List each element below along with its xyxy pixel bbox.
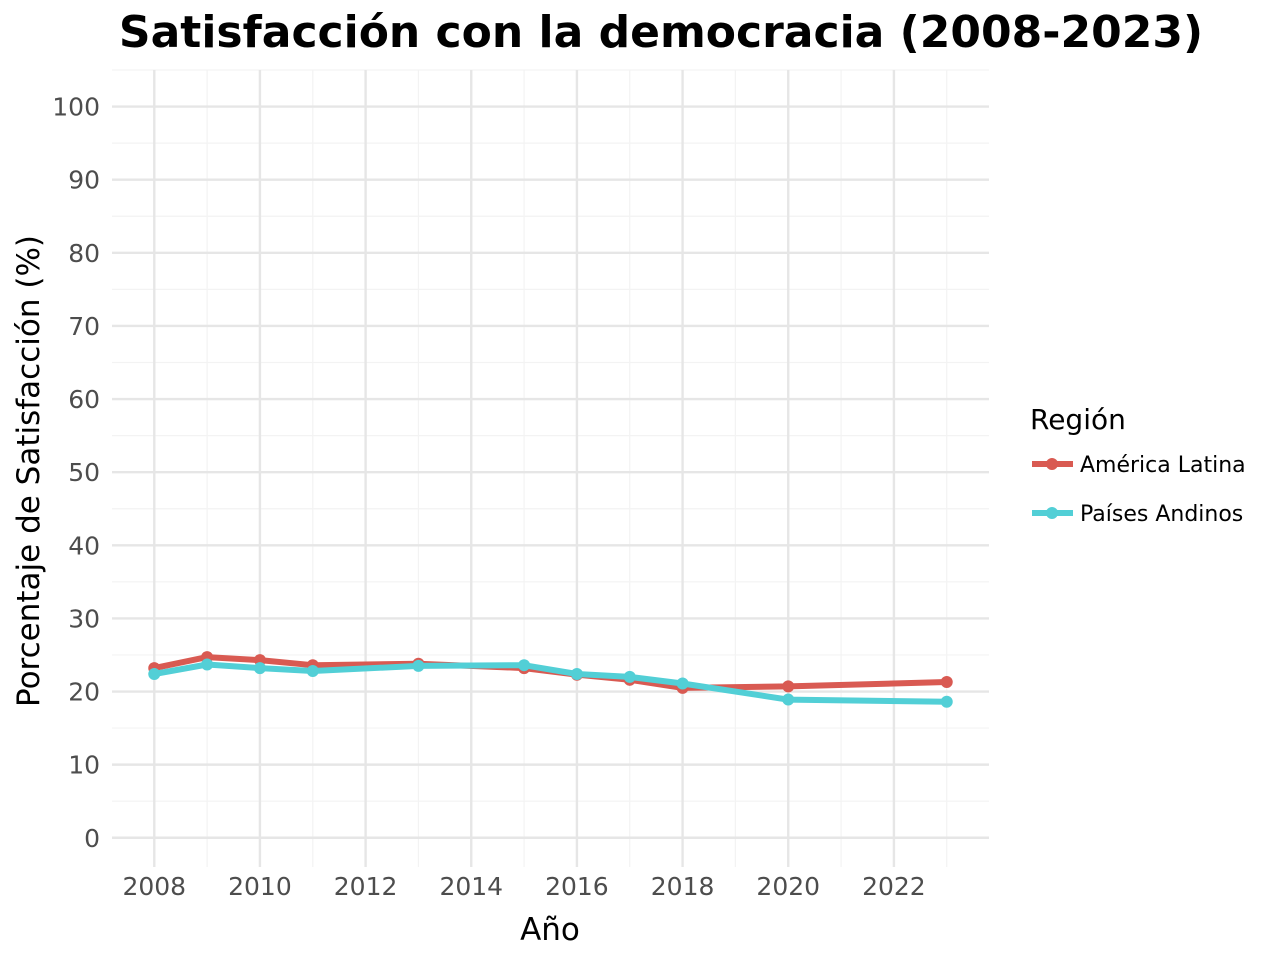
x-axis-ticks: 2008 2010 2012 2014 2016 2018 2020 2022 bbox=[122, 872, 925, 901]
data-point-paises-andinos-2017 bbox=[623, 670, 636, 683]
data-point-paises-andinos-2011 bbox=[306, 665, 319, 678]
x-tick-label-2008: 2008 bbox=[122, 872, 186, 901]
y-tick-label-70: 70 bbox=[68, 312, 100, 341]
data-point-paises-andinos-2009 bbox=[201, 658, 214, 671]
legend-label-paises-andinos: Países Andinos bbox=[1080, 502, 1243, 527]
y-tick-label-0: 0 bbox=[84, 824, 100, 853]
legend-items: América Latina Países Andinos bbox=[1032, 453, 1246, 527]
minor-gridlines bbox=[112, 69, 989, 867]
data-point-america-latina-2023 bbox=[940, 676, 953, 689]
x-tick-label-2010: 2010 bbox=[228, 872, 292, 901]
y-tick-label-40: 40 bbox=[68, 531, 100, 560]
legend-key-point bbox=[1046, 507, 1058, 519]
legend: Región América Latina Países Andinos bbox=[1030, 403, 1246, 527]
y-tick-label-50: 50 bbox=[68, 458, 100, 487]
x-tick-label-2016: 2016 bbox=[545, 872, 609, 901]
legend-key-point bbox=[1046, 458, 1058, 470]
y-tick-label-60: 60 bbox=[68, 385, 100, 414]
x-tick-label-2012: 2012 bbox=[334, 872, 398, 901]
y-axis-title: Porcentaje de Satisfacción (%) bbox=[11, 235, 47, 707]
y-tick-label-100: 100 bbox=[52, 93, 100, 122]
y-tick-label-90: 90 bbox=[68, 166, 100, 195]
legend-label-america-latina: América Latina bbox=[1080, 453, 1246, 478]
data-point-paises-andinos-2023 bbox=[940, 695, 953, 708]
series-paises-andinos bbox=[148, 658, 953, 708]
data-point-paises-andinos-2016 bbox=[570, 667, 583, 680]
data-point-paises-andinos-2013 bbox=[412, 659, 425, 672]
data-point-paises-andinos-2018 bbox=[676, 677, 689, 690]
data-point-paises-andinos-2010 bbox=[253, 662, 266, 675]
y-tick-label-80: 80 bbox=[68, 239, 100, 268]
major-gridlines bbox=[112, 70, 989, 867]
y-tick-label-30: 30 bbox=[68, 604, 100, 633]
data-point-paises-andinos-2015 bbox=[518, 659, 531, 672]
x-axis-title: Año bbox=[520, 912, 580, 948]
x-tick-label-2022: 2022 bbox=[862, 872, 926, 901]
data-point-america-latina-2020 bbox=[782, 680, 795, 693]
y-tick-label-20: 20 bbox=[68, 678, 100, 707]
legend-item-america-latina: América Latina bbox=[1032, 453, 1246, 478]
x-tick-label-2014: 2014 bbox=[439, 872, 503, 901]
x-tick-label-2020: 2020 bbox=[756, 872, 820, 901]
data-point-paises-andinos-2008 bbox=[148, 667, 161, 680]
y-axis-ticks: 0 10 20 30 40 50 60 70 80 90 100 bbox=[52, 93, 100, 853]
y-tick-label-10: 10 bbox=[68, 751, 100, 780]
data-point-paises-andinos-2020 bbox=[782, 693, 795, 706]
legend-item-paises-andinos: Países Andinos bbox=[1032, 502, 1243, 527]
chart-title: Satisfacción con la democracia (2008-202… bbox=[119, 7, 1203, 58]
x-tick-label-2018: 2018 bbox=[651, 872, 715, 901]
series-layer bbox=[148, 651, 953, 708]
legend-title: Región bbox=[1030, 403, 1126, 436]
